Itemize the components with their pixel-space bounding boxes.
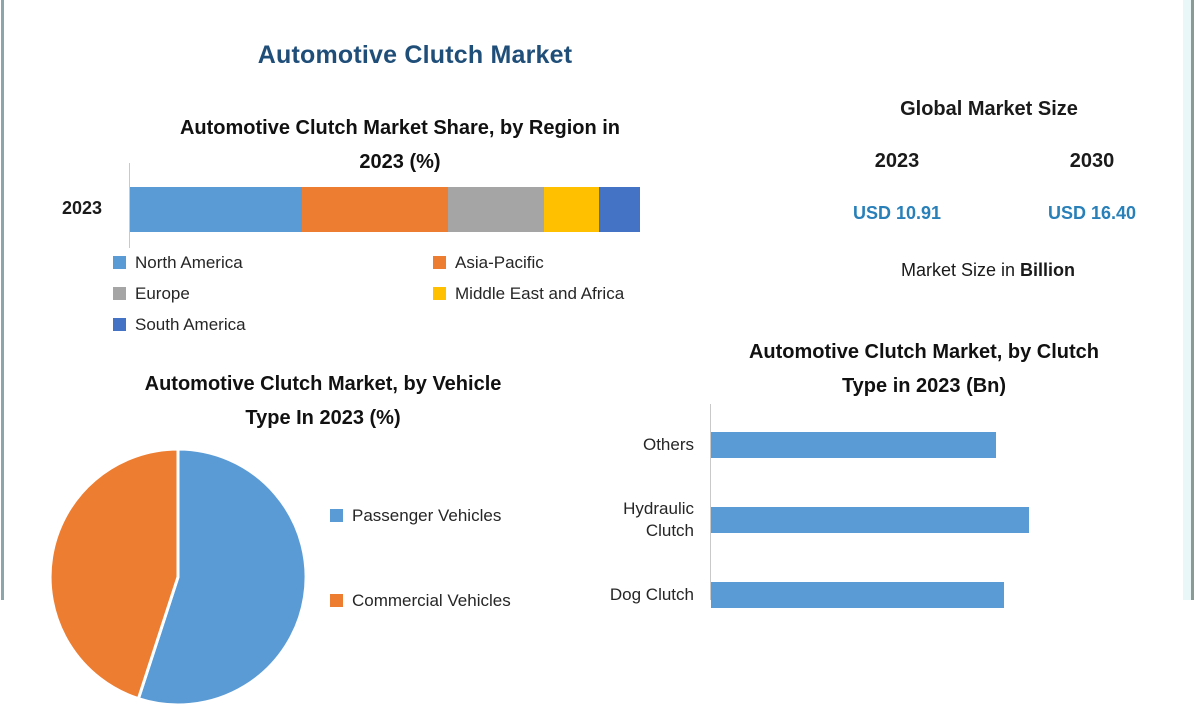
year-2023-label: 2023 [874,150,920,172]
legend-label-middle-east-and-africa: Middle East and Africa [455,284,625,303]
clutch-bar-dog-clutch [711,582,1004,608]
legend-swatch-commercial-vehicles [330,594,343,607]
region-chart-title-line1: Automotive Clutch Market Share, by Regio… [179,117,621,139]
clutch-chart-title-line1: Automotive Clutch Market, by Clutch [748,341,1100,363]
legend-label-south-america: South America [135,315,246,334]
region-segment-middle-east-and-africa [543,187,600,232]
market-size-2030-value: USD 16.40 [1047,203,1137,223]
region-segment-north-america [130,187,302,232]
clutch-chart-axis [710,404,711,600]
page-title: Automotive Clutch Market [257,41,573,69]
legend-item-south-america: South America [113,313,433,336]
legend-item-commercial-vehicles: Commercial Vehicles [330,589,511,612]
vehicle-chart-title-line1: Automotive Clutch Market, by Vehicle [144,373,502,395]
market-size-2023-value: USD 10.91 [852,203,942,223]
market-size-caption-unit: Billion [1020,260,1076,280]
region-segment-europe [448,187,544,232]
legend-item-passenger-vehicles: Passenger Vehicles [330,504,511,527]
legend-label-asia-pacific: Asia-Pacific [455,253,544,272]
region-axis-category-label: 2023 [61,198,103,218]
legend-label-commercial-vehicles: Commercial Vehicles [352,591,511,610]
clutch-category-label-dog-clutch: Dog Clutch [609,584,694,604]
vehicle-chart-legend: Passenger Vehicles Commercial Vehicles [330,504,511,612]
legend-swatch-passenger-vehicles [330,509,343,522]
global-market-size-title: Global Market Size [900,98,1078,120]
legend-item-europe: Europe [113,282,433,305]
legend-swatch-asia-pacific [433,256,446,269]
market-size-caption-text: Market Size in [900,260,1021,280]
region-segment-asia-pacific [301,187,449,232]
vehicle-type-pie-chart [48,447,308,707]
legend-item-middle-east-and-africa: Middle East and Africa [433,282,678,305]
region-chart-title-line2: 2023 (%) [359,151,441,173]
legend-swatch-middle-east-and-africa [433,287,446,300]
region-chart-legend: North America Asia-Pacific Europe Middle Ea… [113,251,678,336]
legend-label-passenger-vehicles: Passenger Vehicles [352,506,502,525]
clutch-chart-title: Automotive Clutch Market, by Clutch Type… [704,335,1144,403]
legend-item-asia-pacific: Asia-Pacific [433,251,678,274]
region-stacked-bar [130,187,640,232]
year-2030-label: 2030 [1069,150,1115,172]
region-chart-title: Automotive Clutch Market Share, by Regio… [120,111,680,179]
legend-label-europe: Europe [135,284,190,303]
clutch-category-label-hydraulic-clutch: Hydraulic Clutch [623,498,694,540]
legend-swatch-north-america [113,256,126,269]
legend-item-north-america: North America [113,251,433,274]
vehicle-chart-title-line2: Type In 2023 (%) [245,407,401,429]
legend-label-north-america: North America [135,253,243,272]
clutch-bar-hydraulic-clutch [711,507,1029,533]
legend-swatch-south-america [113,318,126,331]
clutch-chart-title-line2: Type in 2023 (Bn) [841,375,1007,397]
legend-swatch-europe [113,287,126,300]
page-border-right-strip [1183,0,1191,600]
vehicle-chart-title: Automotive Clutch Market, by Vehicle Typ… [103,367,543,435]
clutch-category-label-others: Others [642,434,694,454]
clutch-bar-others [711,432,996,458]
page-border-left [1,0,4,600]
page-border-right [1191,0,1194,600]
region-chart-axis [129,163,130,248]
market-size-caption: Market Size in Billion [808,260,1168,281]
region-segment-south-america [599,187,640,232]
